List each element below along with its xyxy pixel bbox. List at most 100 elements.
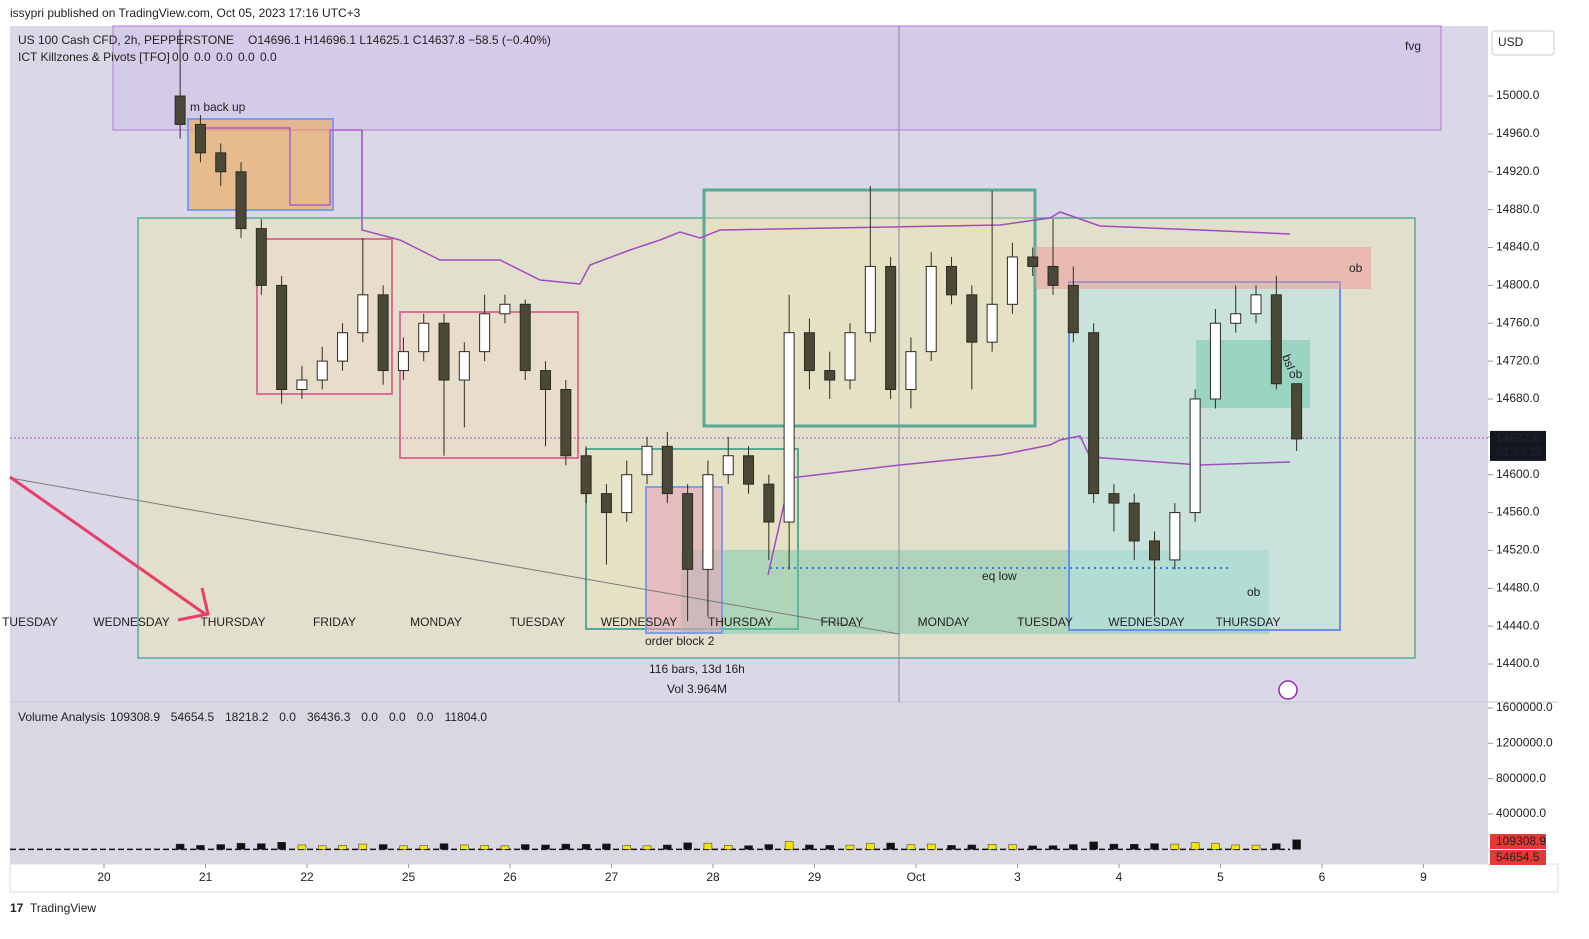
pivot-line	[195, 127, 362, 206]
volume-bar	[338, 845, 347, 850]
annotation: ob	[1349, 261, 1363, 275]
weekday-label: TUESDAY	[2, 615, 58, 629]
candle-body	[215, 152, 227, 173]
candle-body	[702, 474, 714, 570]
ob-zone	[1035, 247, 1371, 289]
y-tick-label: 14760.0	[1496, 315, 1540, 329]
logo-mark: 17	[10, 901, 24, 915]
volume-bar	[1272, 843, 1281, 850]
volume-bar	[764, 844, 774, 850]
annotation: m back up	[190, 100, 246, 114]
y-tick-label: 14920.0	[1496, 164, 1540, 178]
volume-bar	[196, 845, 205, 850]
candle-body	[519, 303, 531, 372]
alert-icon[interactable]	[1278, 680, 1298, 700]
candle-body	[925, 265, 937, 353]
volume-bar	[602, 843, 611, 850]
volume-bar	[419, 845, 428, 850]
x-tick-label: 9	[1420, 870, 1427, 884]
x-tick-label: 20	[97, 870, 111, 884]
trend-line	[9, 477, 900, 635]
volume-bar	[744, 845, 753, 850]
order-box	[187, 118, 334, 211]
y-tick-label: 15000.0	[1496, 88, 1540, 102]
volume-value: 18218.2	[225, 710, 269, 724]
candle-body	[1169, 512, 1181, 561]
volume-bar	[1069, 844, 1078, 850]
candle-body	[276, 284, 288, 391]
x-tick-label: 27	[605, 870, 619, 884]
candle-body	[316, 360, 328, 381]
indicator-value: 0.0	[260, 50, 277, 64]
weekday-label: FRIDAY	[313, 615, 356, 629]
last-price-box	[1490, 430, 1546, 461]
candle-body	[1230, 313, 1242, 324]
volume-bar	[805, 844, 814, 850]
volume-bar	[1231, 844, 1240, 850]
x-tick-label: 26	[503, 870, 517, 884]
candle-body	[1088, 332, 1100, 495]
candle-body	[377, 294, 389, 372]
annotation: fvg	[1405, 39, 1421, 53]
volume-value: 0.0	[389, 710, 406, 724]
candle-body	[235, 171, 247, 230]
candle-body	[763, 483, 775, 523]
volume-bar	[439, 843, 449, 850]
x-tick-label: 3	[1014, 870, 1021, 884]
y-tick-label: 14480.0	[1496, 580, 1540, 594]
currency-button[interactable]	[1491, 30, 1555, 56]
candle-body	[966, 294, 978, 343]
volume-bar	[317, 845, 327, 850]
volume-bar	[642, 845, 652, 850]
volume-bar	[845, 844, 855, 850]
volume-value: 11804.0	[445, 710, 488, 724]
volume-bar	[947, 845, 956, 850]
candle-body	[1128, 502, 1140, 542]
volume-bar	[703, 842, 713, 850]
y-tick-label: 14960.0	[1496, 126, 1540, 140]
volume-bar	[1292, 839, 1301, 850]
candle-body	[864, 265, 876, 334]
volume-title: Volume Analysis	[18, 710, 105, 724]
candle-body	[296, 379, 308, 391]
volume-bar	[622, 845, 631, 850]
candle-body	[337, 332, 349, 362]
candle-body	[174, 95, 186, 125]
y-tick-label: 14520.0	[1496, 543, 1540, 557]
volume-bar	[825, 845, 834, 850]
volume-bar	[581, 843, 591, 850]
volume-bar	[480, 845, 489, 850]
volume-label: 109308.9	[1496, 834, 1546, 848]
candle-body	[885, 265, 897, 391]
volume-bar	[216, 844, 225, 850]
marks: 0.0 0.0 0.0 0.0 0.0 109308.9 54654.5 18218.2 0.0…	[2, 29, 1553, 884]
x-tick-label: 29	[808, 870, 822, 884]
volume-bar	[175, 843, 185, 850]
annotation: order block 2	[645, 634, 715, 648]
volume-bar	[1109, 843, 1119, 850]
volume-bar	[866, 842, 875, 850]
x-tick-label: 4	[1116, 870, 1123, 884]
volume-label-box	[1490, 850, 1546, 865]
volume-bar	[561, 843, 571, 850]
volume-value: 54654.5	[171, 710, 215, 724]
annotation: eq low	[982, 569, 1017, 583]
blue-box	[1068, 281, 1341, 631]
candle-body	[560, 389, 572, 457]
indicator-value: 0.0	[216, 50, 233, 64]
weekday-label: MONDAY	[410, 615, 462, 629]
candle-body	[458, 351, 470, 381]
x-tick-label: Oct	[907, 870, 926, 884]
candle-body	[661, 445, 673, 495]
volume-bar	[723, 845, 733, 850]
drawings	[9, 25, 1488, 702]
candle-body	[722, 455, 734, 476]
x-tick-label: 25	[402, 870, 416, 884]
published: issypri published on TradingView.com, Oc…	[10, 6, 361, 20]
y-tick-label: 14440.0	[1496, 618, 1540, 632]
volume-bar	[926, 843, 936, 850]
weekday-label: WEDNESDAY	[601, 615, 677, 629]
candle-body	[1067, 284, 1079, 334]
candle-body	[194, 123, 206, 154]
